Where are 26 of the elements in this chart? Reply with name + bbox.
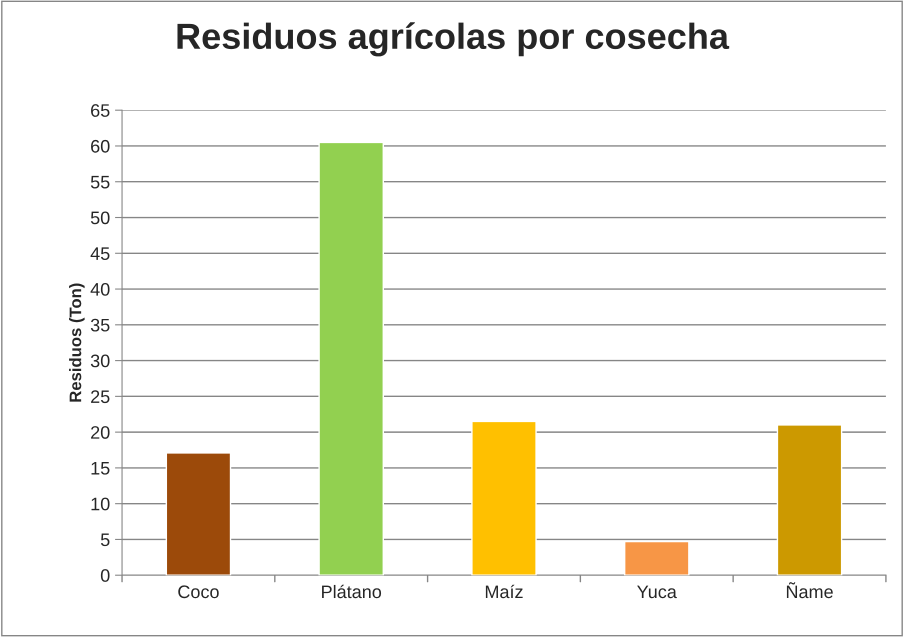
x-tick-label: Ñame — [786, 582, 833, 598]
x-tick-label: Plátano — [322, 584, 382, 598]
y-tick-label: 45 — [90, 247, 110, 260]
y-tick-label: 50 — [90, 211, 110, 224]
y-tick-label: 40 — [90, 282, 110, 296]
y-tick-label: 15 — [92, 462, 110, 475]
bar — [471, 420, 537, 576]
bar — [624, 540, 690, 576]
y-tick-label: 65 — [91, 104, 110, 117]
bar — [776, 424, 842, 576]
y-tick-label: 35 — [90, 318, 110, 332]
chart-title: Residuos agrícolas por cosecha — [177, 22, 730, 56]
y-tick-label: 20 — [91, 426, 110, 439]
x-tick-label: Maíz — [486, 584, 523, 598]
y-tick-label: 10 — [92, 498, 110, 510]
y-axis-title: Residuos (Ton) — [69, 284, 85, 402]
y-tick-label: 25 — [91, 390, 110, 404]
x-tick-label: Yuca — [637, 586, 677, 598]
bar — [318, 142, 384, 576]
bar — [166, 452, 232, 576]
y-tick-label: 5 — [100, 534, 110, 546]
y-tick-label: 55 — [90, 176, 110, 188]
y-tick-label: 0 — [100, 569, 110, 582]
y-tick-label: 60 — [91, 140, 110, 153]
x-tick-label: Coco — [178, 585, 219, 598]
y-tick-label: 30 — [90, 354, 110, 368]
